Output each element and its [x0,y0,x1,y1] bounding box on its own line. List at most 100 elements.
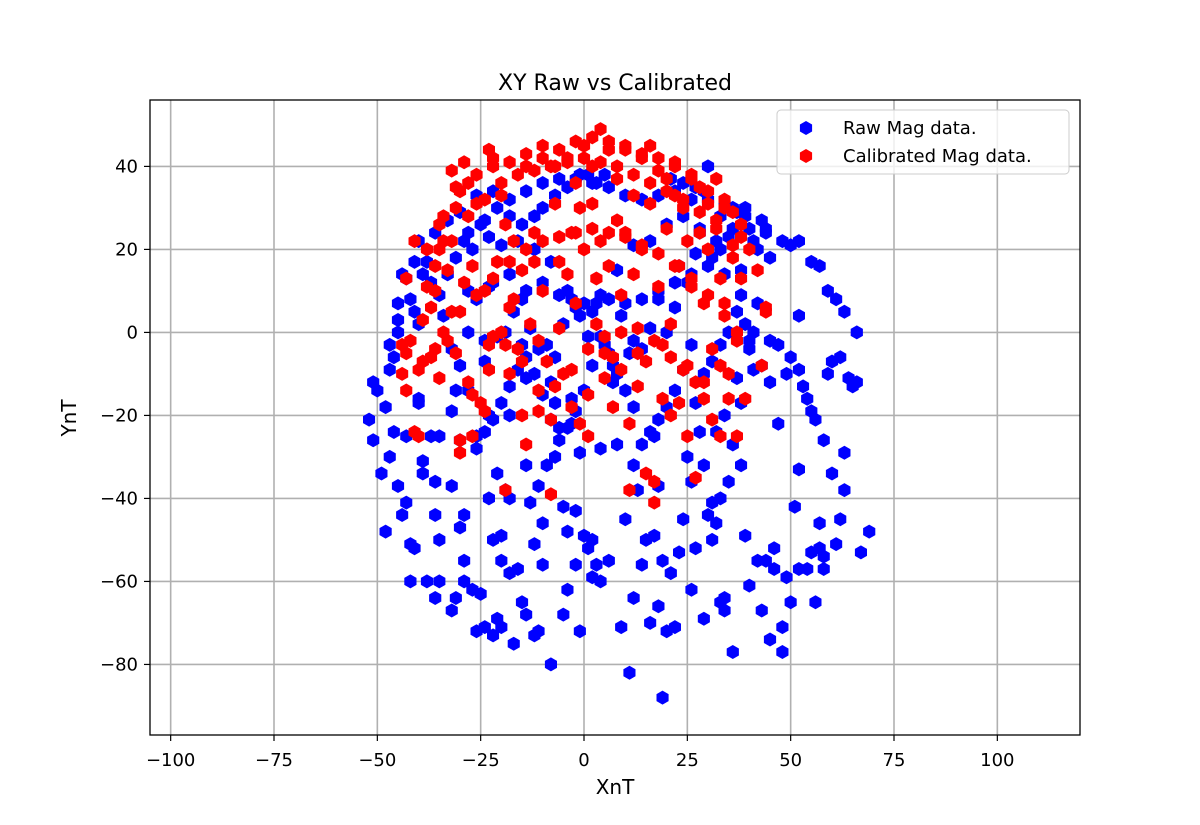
data-point [495,188,508,203]
data-point [602,180,615,195]
data-point [470,624,483,639]
data-point [701,184,715,199]
data-point [503,379,516,394]
data-point [685,582,698,597]
data-point [408,234,421,249]
data-point [644,196,657,211]
data-point [668,383,681,398]
data-point [701,159,715,174]
data-point [751,263,764,278]
data-point [540,354,553,369]
data-point [668,259,681,273]
data-point [408,304,421,319]
data-point [615,620,628,635]
data-point [830,292,843,307]
data-point [594,155,607,170]
data-point [718,591,731,605]
x-tick-label: 50 [779,750,802,771]
data-point [776,620,789,635]
data-point [507,636,520,651]
data-point [854,545,867,560]
data-point [652,279,665,294]
data-point [706,532,719,547]
data-point [664,350,677,365]
data-point [586,221,599,236]
data-point [582,329,595,344]
data-point [611,171,624,186]
data-point [573,624,586,639]
data-point [701,508,715,522]
data-point [747,325,760,340]
data-point [445,603,458,618]
data-point [495,396,508,410]
data-point [520,147,533,161]
data-point [797,379,810,394]
data-point [726,238,739,253]
data-point [520,607,533,622]
data-point [478,404,491,419]
data-point [821,283,834,298]
data-point [462,325,475,340]
x-axis-ticks: −100 −75 −50 −25 0 25 50 75 100 [146,735,1015,771]
data-point [792,308,805,323]
data-point [429,508,442,522]
data-point [834,350,847,365]
data-point [627,188,640,203]
data-point [458,553,471,568]
data-point [850,375,863,390]
data-point [759,553,772,568]
data-point [821,366,834,381]
chart-title: XY Raw vs Calibrated [498,71,732,96]
data-point [400,383,413,398]
data-point [453,520,467,535]
data-point [639,466,653,481]
data-point [553,288,566,303]
data-point [536,234,549,249]
data-point [656,690,669,705]
data-point [532,479,545,493]
data-point [611,437,624,452]
data-point [648,474,661,489]
data-point [735,271,748,286]
data-point [482,230,495,244]
data-point [561,155,574,170]
data-point [718,408,731,423]
data-point [780,570,793,585]
data-point [478,192,491,207]
data-point [569,134,582,149]
data-point [710,221,723,236]
data-point [644,425,657,439]
data-point [611,213,624,228]
data-point [408,254,421,269]
data-point [693,225,706,240]
data-point [594,441,607,456]
data-point [466,429,479,444]
data-point [759,304,772,319]
data-point [768,541,781,556]
x-tick-label: 25 [676,750,699,771]
data-point [503,155,516,170]
data-point [730,304,743,319]
data-point [487,412,500,427]
data-point [391,296,405,311]
x-tick-label: 75 [883,750,906,771]
data-point [673,545,686,560]
data-point [830,537,843,552]
data-point [850,325,863,340]
data-point [735,217,748,232]
data-point [735,288,748,303]
data-point [615,308,628,323]
data-point [528,366,541,381]
data-point [611,159,624,174]
data-point [664,408,677,423]
data-point [383,362,396,377]
data-point [706,495,719,510]
data-point [433,532,446,547]
data-point [689,470,702,485]
data-point [763,632,777,647]
data-point [503,408,516,423]
data-point [743,578,756,593]
data-point [544,159,557,174]
data-point [635,557,648,572]
data-point [557,607,570,622]
